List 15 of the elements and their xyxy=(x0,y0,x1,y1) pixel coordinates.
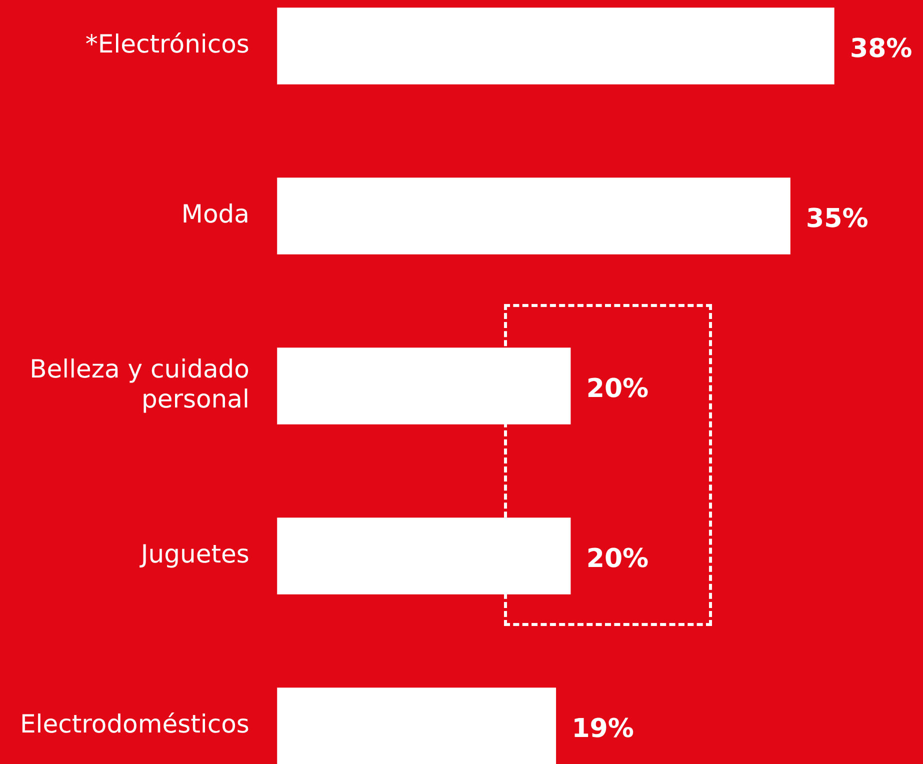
y-tick-label: Belleza y cuidado personal xyxy=(30,354,250,414)
bar xyxy=(277,348,571,424)
data-label: 38% xyxy=(850,34,912,64)
y-tick-label: Moda xyxy=(181,200,250,228)
bar xyxy=(277,8,834,84)
data-label: 20% xyxy=(586,544,649,574)
data-label: 35% xyxy=(806,204,868,234)
y-tick-label: Electrodomésticos xyxy=(20,710,250,738)
data-label: 19% xyxy=(572,714,634,744)
y-tick-label: *Electrónicos xyxy=(85,30,250,58)
bar xyxy=(277,688,556,764)
data-label: 20% xyxy=(586,374,649,404)
y-tick-label: Juguetes xyxy=(138,540,250,568)
bar xyxy=(277,518,571,594)
bar xyxy=(277,178,790,254)
